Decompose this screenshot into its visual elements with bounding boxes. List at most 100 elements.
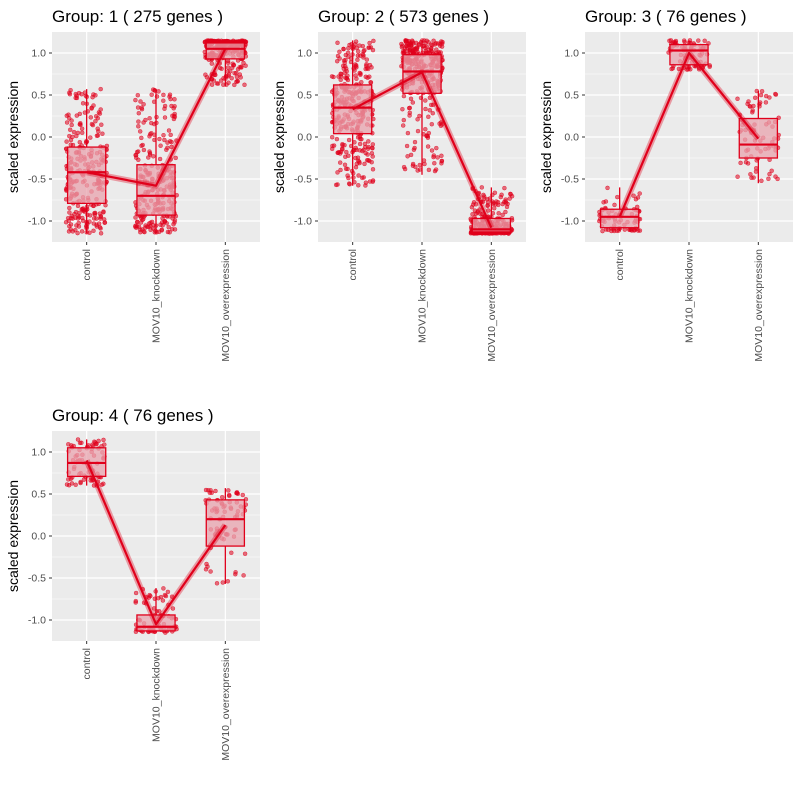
y-tick-label: 0.0 bbox=[31, 531, 46, 543]
data-point bbox=[637, 191, 642, 196]
data-point bbox=[759, 178, 764, 184]
data-point bbox=[346, 46, 351, 51]
data-point bbox=[228, 69, 233, 74]
data-point bbox=[94, 133, 100, 139]
data-point bbox=[431, 153, 437, 158]
data-point bbox=[239, 64, 244, 69]
data-point bbox=[100, 131, 105, 136]
data-point bbox=[156, 595, 161, 601]
data-point bbox=[232, 82, 237, 88]
y-tick-label: -0.5 bbox=[561, 174, 579, 186]
data-point bbox=[436, 49, 442, 55]
trend-line bbox=[85, 459, 227, 626]
data-point bbox=[234, 490, 239, 496]
data-point bbox=[676, 66, 682, 72]
data-point bbox=[166, 224, 171, 230]
data-point bbox=[165, 589, 171, 595]
data-point bbox=[637, 228, 643, 233]
data-point bbox=[170, 606, 176, 611]
box-body bbox=[205, 499, 246, 547]
data-point bbox=[240, 492, 246, 498]
data-point bbox=[75, 437, 81, 442]
data-point bbox=[138, 220, 144, 225]
y-tick-label: 1.0 bbox=[564, 48, 579, 60]
data-point bbox=[415, 128, 421, 134]
data-point bbox=[478, 211, 483, 217]
data-point bbox=[156, 89, 161, 94]
data-point bbox=[400, 123, 406, 128]
data-point bbox=[702, 38, 707, 44]
data-point bbox=[229, 75, 234, 81]
data-point bbox=[427, 50, 432, 55]
data-point bbox=[362, 48, 367, 53]
data-point bbox=[369, 65, 374, 70]
data-point bbox=[430, 110, 436, 116]
data-point bbox=[71, 129, 77, 135]
trend-line bbox=[352, 71, 493, 229]
data-point bbox=[753, 166, 759, 171]
data-point bbox=[160, 598, 166, 603]
data-point bbox=[401, 50, 407, 55]
data-point bbox=[134, 223, 140, 229]
data-point bbox=[634, 204, 640, 210]
trend-line bbox=[618, 51, 760, 218]
data-point bbox=[345, 50, 351, 56]
data-point bbox=[600, 228, 605, 234]
y-tick-label: -1.0 bbox=[28, 615, 46, 627]
data-point bbox=[439, 158, 445, 164]
data-point bbox=[367, 40, 372, 46]
data-point bbox=[64, 482, 70, 487]
chart-title: Group: 4 ( 76 genes ) bbox=[52, 406, 214, 425]
data-point bbox=[157, 136, 162, 142]
data-point bbox=[88, 135, 93, 140]
box-MOV10_overexpression bbox=[205, 488, 246, 584]
data-point bbox=[472, 208, 478, 213]
data-point bbox=[101, 209, 106, 214]
data-point bbox=[615, 194, 620, 200]
data-point bbox=[355, 57, 360, 63]
y-tick-label: 1.0 bbox=[297, 48, 312, 60]
data-point bbox=[74, 95, 80, 101]
data-point bbox=[219, 66, 224, 72]
x-tick-label: MOV10_knockdown bbox=[151, 648, 163, 742]
data-point bbox=[340, 143, 345, 148]
x-tick-label: MOV10_overexpression bbox=[486, 249, 498, 362]
data-point bbox=[363, 183, 368, 188]
data-point bbox=[96, 438, 101, 444]
data-point bbox=[208, 569, 213, 574]
data-point bbox=[365, 75, 370, 80]
data-point bbox=[138, 99, 143, 104]
y-tick-label: -1.0 bbox=[28, 216, 46, 228]
data-point bbox=[133, 590, 139, 596]
data-point bbox=[668, 38, 674, 43]
y-tick-label: 0.5 bbox=[31, 489, 46, 501]
data-point bbox=[406, 43, 412, 48]
data-point bbox=[425, 144, 431, 149]
data-point bbox=[141, 147, 147, 153]
data-point bbox=[226, 488, 231, 493]
data-point bbox=[408, 96, 414, 102]
x-tick-label: control bbox=[81, 648, 93, 680]
data-point bbox=[241, 573, 246, 578]
data-point bbox=[331, 143, 337, 148]
data-point bbox=[158, 143, 163, 148]
data-point bbox=[80, 101, 86, 106]
data-point bbox=[362, 161, 367, 167]
data-point bbox=[504, 204, 510, 210]
data-point bbox=[167, 230, 172, 235]
data-point bbox=[404, 38, 410, 44]
data-point bbox=[161, 586, 166, 591]
data-point bbox=[99, 482, 105, 487]
data-point bbox=[133, 152, 138, 158]
data-point bbox=[338, 77, 343, 83]
data-point bbox=[433, 167, 439, 172]
data-point bbox=[407, 105, 413, 111]
data-point bbox=[471, 200, 477, 205]
data-point bbox=[357, 43, 362, 48]
data-point bbox=[90, 122, 96, 128]
data-point bbox=[410, 100, 416, 105]
data-point bbox=[78, 480, 83, 486]
data-point bbox=[68, 87, 73, 93]
data-point bbox=[171, 116, 177, 122]
data-point bbox=[338, 167, 343, 173]
